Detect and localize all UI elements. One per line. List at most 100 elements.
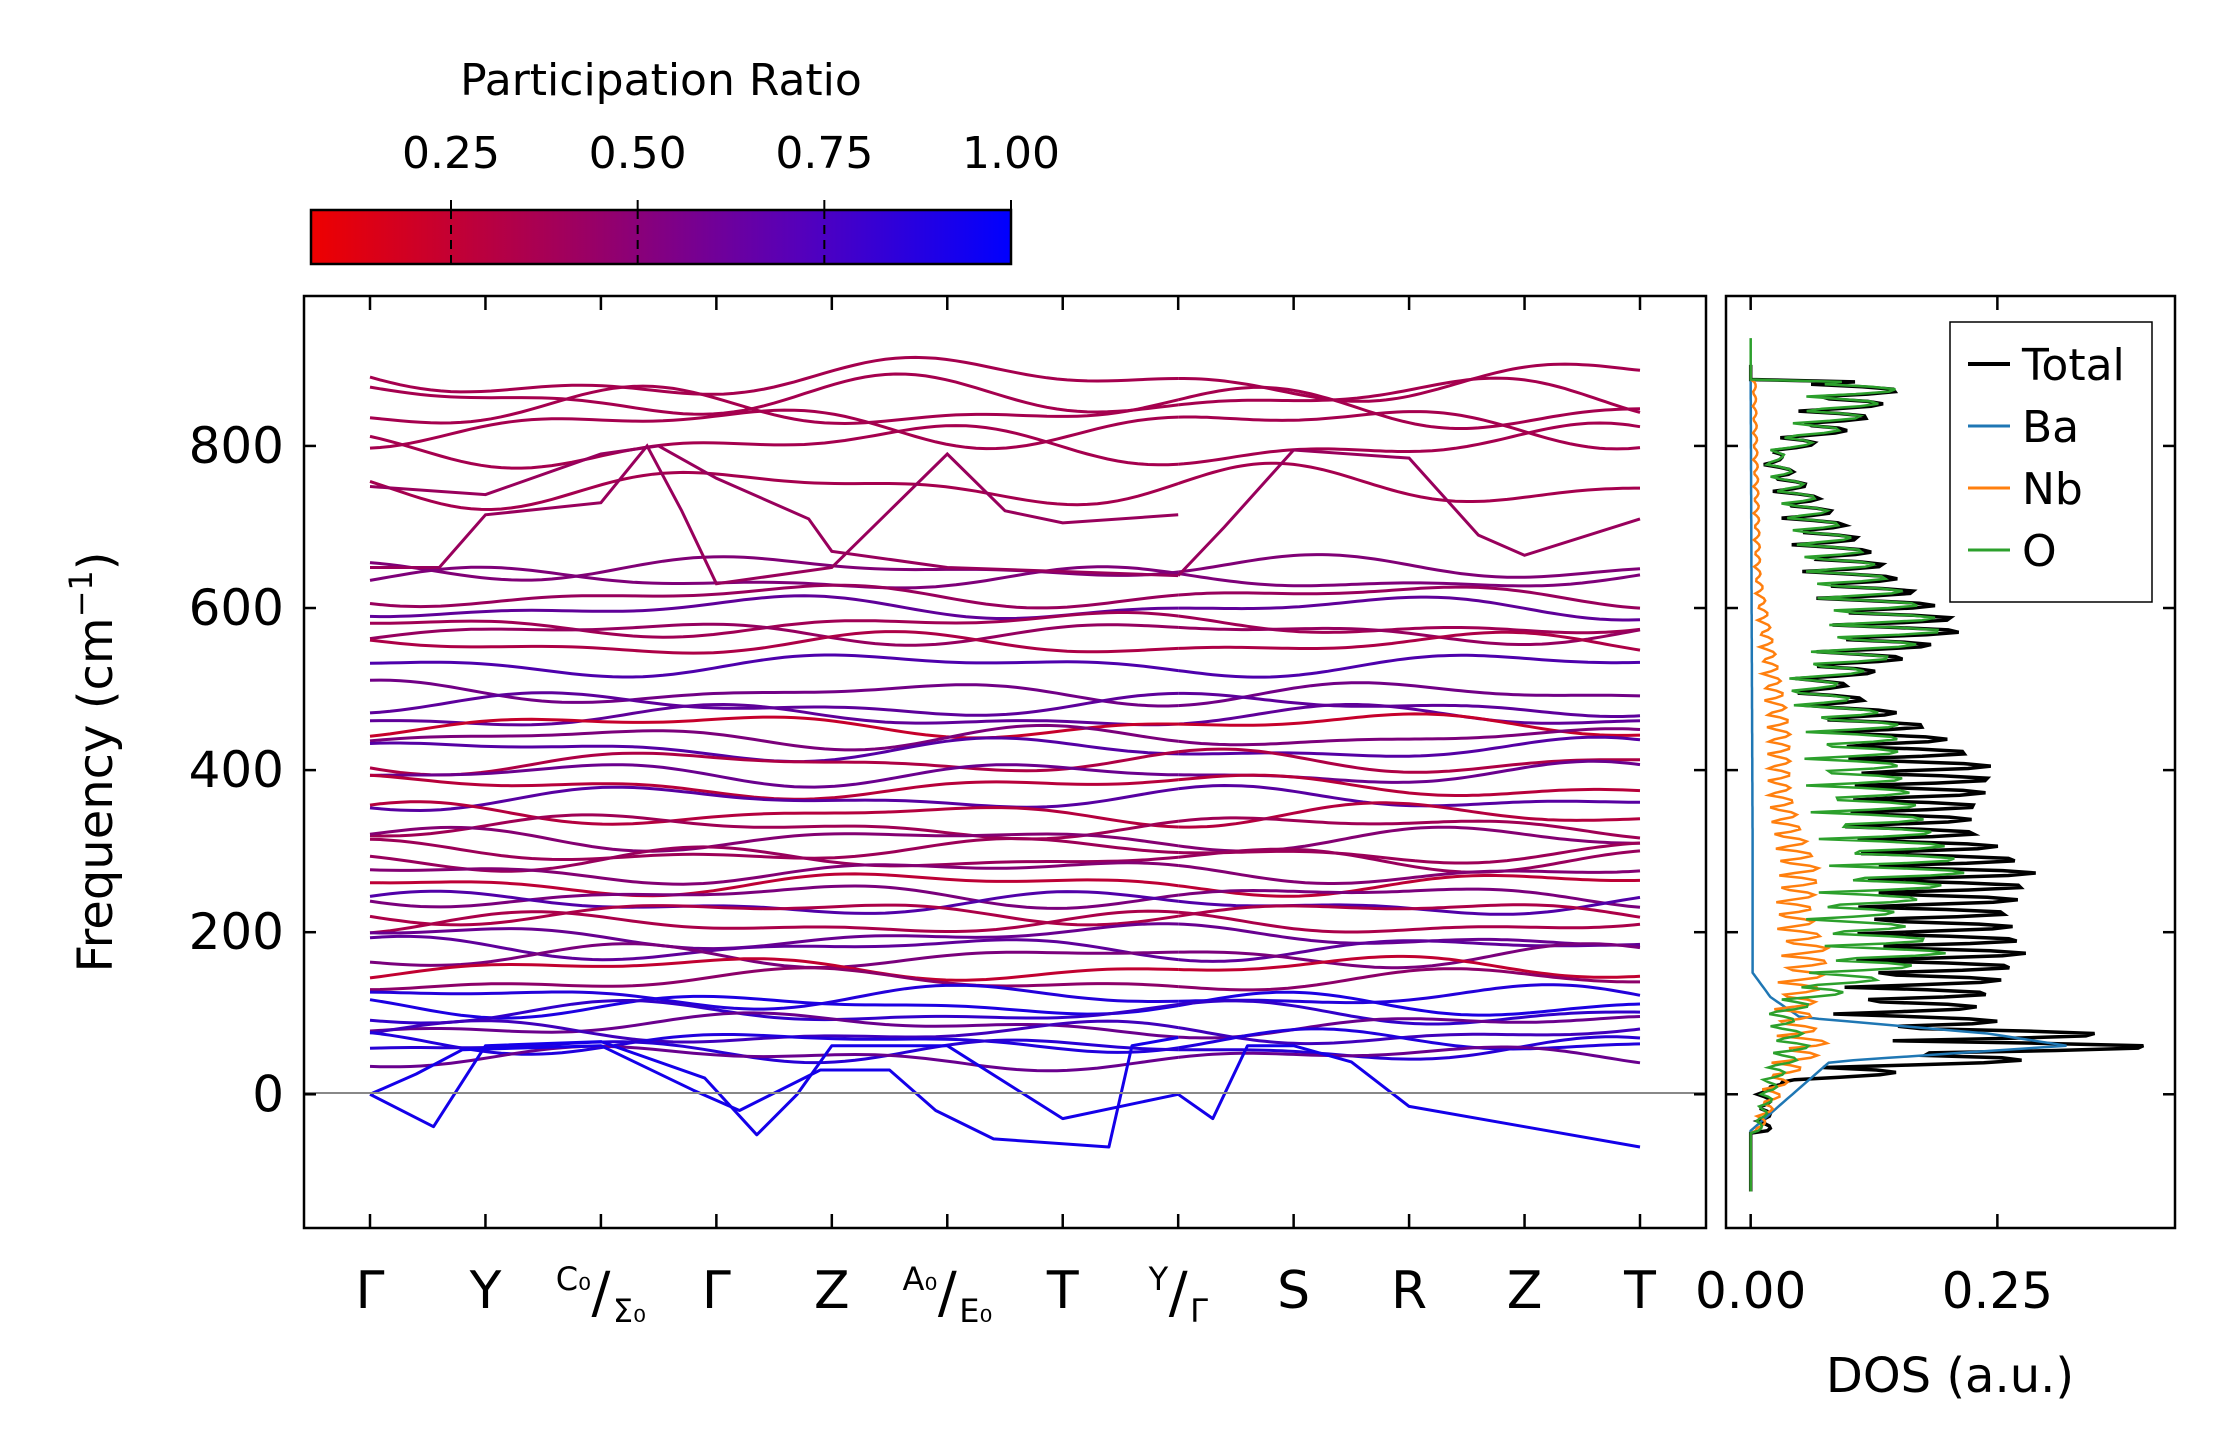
x-tick-label-lower: Γ <box>1190 1292 1208 1330</box>
band-line <box>369 861 1179 886</box>
x-tick-label: T <box>1046 1261 1079 1321</box>
x-tick-label: Γ <box>356 1261 385 1321</box>
band-line <box>1178 653 1641 679</box>
y-tick-label: 400 <box>189 741 284 799</box>
band-line <box>1178 999 1641 1026</box>
band-line <box>369 983 1179 1011</box>
x-tick-label: T <box>1623 1261 1656 1321</box>
band-line <box>369 630 1179 655</box>
x-tick-label-pair: C₀ / Σ₀ <box>556 1260 646 1330</box>
band-line <box>369 999 1179 1025</box>
band-line <box>369 384 1179 426</box>
legend-label: O <box>2022 526 2057 577</box>
band-line <box>1178 816 1641 840</box>
colorbar-ticks: 0.25 0.50 0.75 1.00 <box>402 128 1060 264</box>
band-line <box>1178 595 1641 622</box>
band-line <box>1177 448 1641 577</box>
x-tick-label-lower: Σ₀ <box>613 1292 646 1330</box>
x-tick-label: Γ <box>702 1261 731 1321</box>
dos-line-o <box>1749 338 1965 1192</box>
y-tick-label: 0 <box>252 1065 284 1123</box>
band-line <box>370 611 1179 639</box>
x-tick-label-pair: Y / Γ <box>1148 1260 1209 1330</box>
y-tick-label: 600 <box>189 579 284 637</box>
dos-panel: 0.00 0.25 DOS (a.u.) Total Ba Nb O <box>1695 294 2177 1404</box>
band-x-ticks: Γ Y C₀ / Σ₀ Γ Z A₀ / E₀ T Y / Γ S R Z T <box>356 296 1656 1330</box>
band-line <box>1178 614 1641 635</box>
band-line <box>369 583 1179 610</box>
band-axes-frame <box>302 294 1708 1230</box>
band-y-ticks: 0 200 400 600 800 <box>189 417 1706 1123</box>
band-line <box>369 715 1179 740</box>
band-line <box>1178 630 1641 652</box>
band-line <box>1178 727 1641 747</box>
band-line <box>1178 362 1641 403</box>
band-line <box>1178 801 1641 829</box>
y-tick-label: 800 <box>189 417 284 475</box>
band-line <box>1178 625 1641 646</box>
band-line <box>1177 825 1640 853</box>
colorbar-tick-label: 1.00 <box>962 128 1060 179</box>
band-line <box>369 372 1179 416</box>
x-tick-label-pair: A₀ / E₀ <box>903 1260 993 1330</box>
band-line <box>369 678 1179 708</box>
colorbar-title: Participation Ratio <box>460 55 862 106</box>
x-tick-label-slash: / <box>591 1261 610 1326</box>
band-line <box>1177 385 1641 430</box>
dos-x-tick-label: 0.00 <box>1695 1262 1806 1320</box>
legend-label: Total <box>2021 340 2125 391</box>
band-line <box>1177 461 1640 503</box>
band-line <box>369 750 1179 777</box>
band-line <box>1178 681 1641 708</box>
x-tick-label: Z <box>1507 1261 1543 1321</box>
x-tick-label-slash: / <box>938 1261 957 1326</box>
band-line <box>369 994 1179 1020</box>
colorbar-gradient <box>309 208 1013 266</box>
band-line <box>1178 873 1641 898</box>
band-line <box>1178 847 1641 874</box>
soft-mode-line <box>369 1036 1179 1149</box>
band-line <box>1178 410 1641 451</box>
x-tick-label: Y <box>469 1261 502 1321</box>
band-line <box>1178 1035 1641 1061</box>
x-tick-label-upper: Y <box>1148 1260 1169 1298</box>
band-line <box>1178 954 1641 979</box>
band-line <box>1178 864 1641 885</box>
y-tick-label: 200 <box>189 903 284 961</box>
band-line <box>1177 990 1641 1017</box>
band-line <box>369 622 1179 647</box>
band-line <box>1177 572 1641 588</box>
x-tick-label: R <box>1391 1261 1427 1321</box>
band-line <box>1178 841 1641 865</box>
band-line <box>1178 1045 1641 1065</box>
band-line <box>1178 887 1641 909</box>
band-line <box>369 1019 1179 1044</box>
band-line <box>369 884 1179 910</box>
band-line <box>1178 553 1641 579</box>
soft-mode-line <box>1177 1044 1641 1149</box>
band-line <box>369 957 1179 982</box>
legend-frame <box>1949 321 2153 603</box>
dos-axes-frame <box>1724 294 2177 1230</box>
band-line <box>1178 910 1641 934</box>
band-line <box>369 845 1179 873</box>
band-line <box>1177 1027 1641 1051</box>
dos-ticks: 0.00 0.25 <box>1695 296 2175 1320</box>
band-line <box>1178 747 1640 774</box>
band-line <box>369 355 1179 396</box>
band-line <box>1178 691 1641 718</box>
band-line <box>1178 585 1641 610</box>
band-line <box>369 922 1179 951</box>
colorbar-tick-label: 0.50 <box>589 128 687 179</box>
y-axis-label: Frequency (cm−1) <box>62 551 124 972</box>
legend-label: Ba <box>2022 402 2079 453</box>
band-line <box>369 800 1179 829</box>
band-line <box>369 872 1179 898</box>
band-line <box>369 763 1179 789</box>
band-line <box>369 773 1179 801</box>
band-line <box>370 443 1179 586</box>
dos-line-nb <box>1749 364 1831 1192</box>
colorbar: Participation Ratio 0.25 0.50 0.75 1.00 <box>309 55 1060 266</box>
